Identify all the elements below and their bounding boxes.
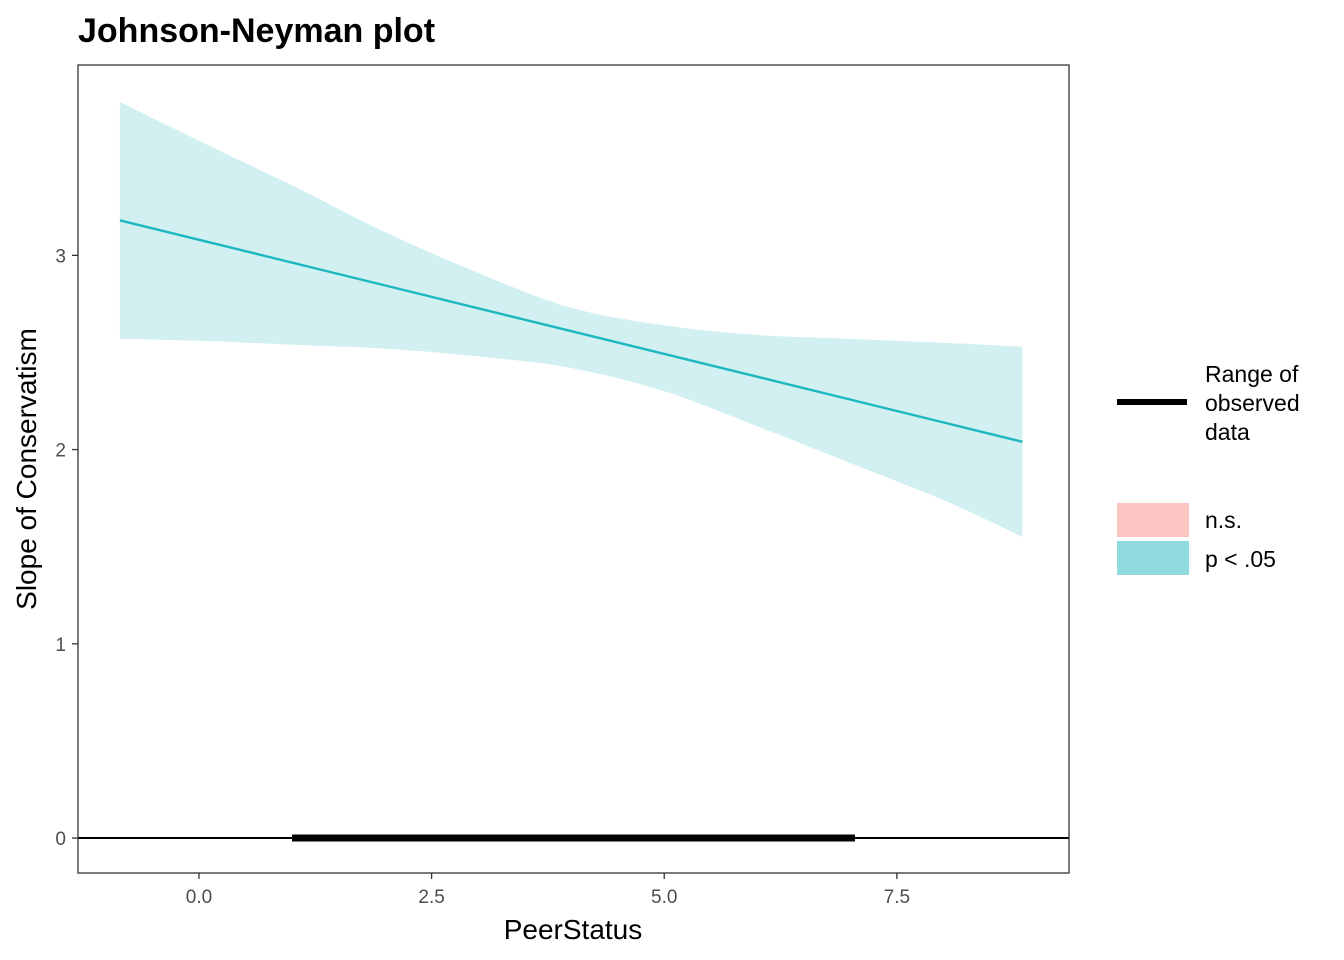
y-axis: 0 1 2 3 bbox=[55, 246, 78, 850]
y-axis-title: Slope of Conservatism bbox=[11, 328, 42, 610]
legend-ns-swatch bbox=[1117, 503, 1189, 537]
chart-title: Johnson-Neyman plot bbox=[78, 12, 435, 50]
x-tick-label: 2.5 bbox=[418, 887, 444, 908]
legend-observed-range-line-1: Range of bbox=[1205, 361, 1299, 387]
plot-area bbox=[78, 101, 1069, 842]
legend-significant-label: p < .05 bbox=[1205, 546, 1276, 572]
x-tick-label: 7.5 bbox=[884, 887, 910, 908]
y-tick-label: 2 bbox=[55, 441, 66, 462]
confidence-band bbox=[119, 101, 1023, 537]
legend-significant-swatch bbox=[1117, 541, 1189, 575]
legend-observed-range-line-3: data bbox=[1205, 419, 1250, 445]
legend: Range of observed data n.s. p < .05 bbox=[1117, 361, 1306, 575]
plot-border bbox=[77, 64, 1070, 874]
x-tick-label: 5.0 bbox=[651, 887, 677, 908]
y-tick-label: 3 bbox=[55, 246, 66, 267]
y-tick-label: 0 bbox=[55, 829, 66, 850]
legend-ns-label: n.s. bbox=[1205, 507, 1242, 533]
y-tick-label: 1 bbox=[55, 635, 66, 656]
x-axis: 0.0 2.5 5.0 7.5 bbox=[186, 873, 910, 908]
x-tick-label: 0.0 bbox=[186, 887, 212, 908]
slope-line bbox=[119, 219, 1023, 443]
x-axis-title: PeerStatus bbox=[504, 914, 643, 945]
legend-observed-range-line-2: observed bbox=[1205, 390, 1300, 416]
legend-observed-range-label: Range of observed data bbox=[1205, 361, 1306, 445]
